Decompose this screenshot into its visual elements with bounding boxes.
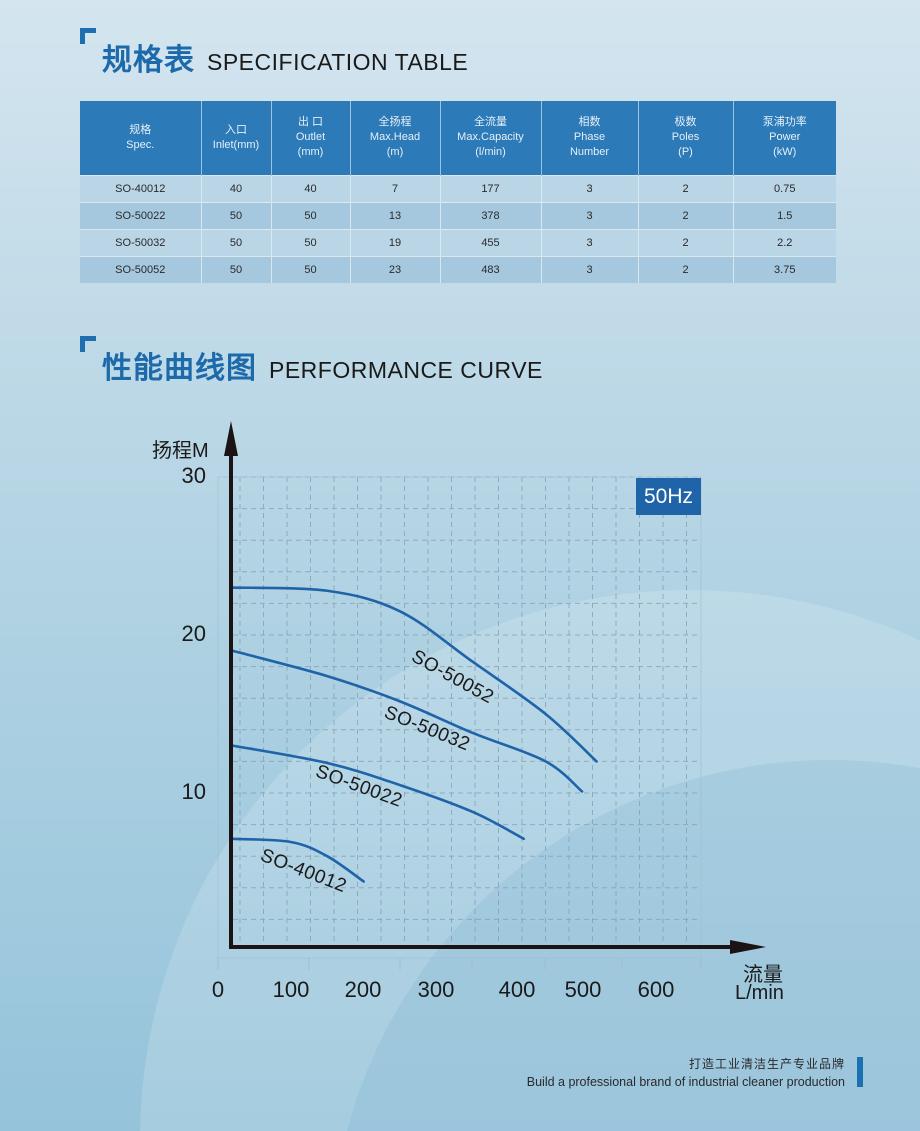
curve-so-50022	[231, 744, 526, 841]
cell-max-capacity: 378	[440, 201, 542, 229]
cell-outlet: 50	[271, 201, 351, 229]
header-phase: 相数 Phase Number	[541, 101, 639, 175]
footer-accent-bar	[857, 1057, 863, 1087]
x-axis-arrow-icon	[730, 940, 766, 954]
cell-max-capacity: 483	[440, 255, 542, 283]
header-outlet: 出 口 Outlet (mm)	[271, 101, 351, 175]
cell-power: 3.75	[733, 255, 836, 283]
performance-section-title: 性能曲线图 PERFORMANCE CURVE	[80, 336, 543, 384]
frequency-badge: 50Hz	[636, 478, 701, 515]
header-inlet: 入口 Inlet(mm)	[201, 101, 272, 175]
cell-max-head: 7	[350, 174, 441, 202]
x-tick-label: 0	[211, 977, 225, 1002]
cell-outlet: 50	[271, 255, 351, 283]
cell-inlet: 50	[201, 255, 272, 283]
chart-frame	[217, 476, 702, 959]
table-header-row: 规格 Spec. 入口 Inlet(mm) 出 口 Outlet (mm) 全扬程 Max…	[80, 101, 836, 175]
specification-table: 规格 Spec. 入口 Inlet(mm) 出 口 Outlet (mm) 全扬程 Max…	[80, 101, 836, 283]
table-row: SO-50022 50 50 13 378 3 2 1.5	[80, 201, 836, 229]
x-axis-title: 流量	[743, 964, 783, 986]
cell-inlet: 50	[201, 228, 272, 256]
cell-outlet: 40	[271, 174, 351, 202]
cell-spec: SO-50052	[80, 255, 202, 283]
header-power: 泵浦功率 Power (kW)	[733, 101, 836, 175]
cell-max-head: 23	[350, 255, 441, 283]
header-spec: 规格 Spec.	[80, 101, 202, 175]
spec-title-en: SPECIFICATION TABLE	[207, 49, 469, 75]
x-tick-label: 200	[344, 977, 382, 1002]
cell-outlet: 50	[271, 228, 351, 256]
spec-title-cn: 规格表	[102, 44, 195, 77]
cell-phase: 3	[541, 174, 639, 202]
cell-spec: SO-50032	[80, 228, 202, 256]
table-row: SO-50052 50 50 23 483 3 2 3.75	[80, 255, 836, 283]
x-axis-unit: L/min	[735, 982, 784, 1004]
cell-poles: 2	[638, 255, 734, 283]
cell-inlet: 50	[201, 201, 272, 229]
x-tick-label: 500	[564, 977, 602, 1002]
cell-power: 1.5	[733, 201, 836, 229]
y-tick-label: 10	[181, 779, 206, 804]
curve-so-40012	[231, 837, 365, 883]
spec-section-title: 规格表 SPECIFICATION TABLE	[80, 28, 468, 76]
cell-inlet: 40	[201, 174, 272, 202]
cell-phase: 3	[541, 201, 639, 229]
cell-max-head: 13	[350, 201, 441, 229]
cell-phase: 3	[541, 255, 639, 283]
table-row: SO-40012 40 40 7 177 3 2 0.75	[80, 174, 836, 202]
cell-poles: 2	[638, 174, 734, 202]
curve-so-50052	[231, 586, 598, 763]
cell-power: 0.75	[733, 174, 836, 202]
cell-phase: 3	[541, 228, 639, 256]
footer-slogan: 打造工业清洁生产专业品牌 Build a professional brand …	[527, 1055, 845, 1089]
perf-title-en: PERFORMANCE CURVE	[269, 357, 543, 383]
y-axis-title: 扬程M	[152, 440, 209, 462]
cell-max-capacity: 455	[440, 228, 542, 256]
x-tick-label: 100	[272, 977, 310, 1002]
curve-so-50032	[231, 649, 584, 793]
x-tick-label: 600	[637, 977, 675, 1002]
cell-spec: SO-40012	[80, 174, 202, 202]
corner-bracket-icon	[80, 336, 96, 352]
perf-title-cn: 性能曲线图	[102, 352, 257, 385]
slogan-cn: 打造工业清洁生产专业品牌	[688, 1057, 845, 1071]
cell-poles: 2	[638, 201, 734, 229]
header-max-capacity: 全流量 Max.Capacity (l/min)	[440, 101, 542, 175]
cell-max-head: 19	[350, 228, 441, 256]
cell-max-capacity: 177	[440, 174, 542, 202]
table-row: SO-50032 50 50 19 455 3 2 2.2	[80, 228, 836, 256]
y-tick-label: 30	[181, 463, 206, 488]
cell-spec: SO-50022	[80, 201, 202, 229]
corner-bracket-icon	[80, 28, 96, 44]
x-tick-label: 400	[498, 977, 536, 1002]
x-tick-label: 300	[417, 977, 455, 1002]
cell-power: 2.2	[733, 228, 836, 256]
header-max-head: 全扬程 Max.Head (m)	[350, 101, 441, 175]
chart-grid	[233, 476, 701, 945]
cell-poles: 2	[638, 228, 734, 256]
slogan-en: Build a professional brand of industrial…	[526, 1075, 845, 1089]
header-poles: 极数 Poles (P)	[638, 101, 734, 175]
y-tick-label: 20	[181, 621, 206, 646]
y-axis-arrow-icon	[224, 421, 238, 456]
